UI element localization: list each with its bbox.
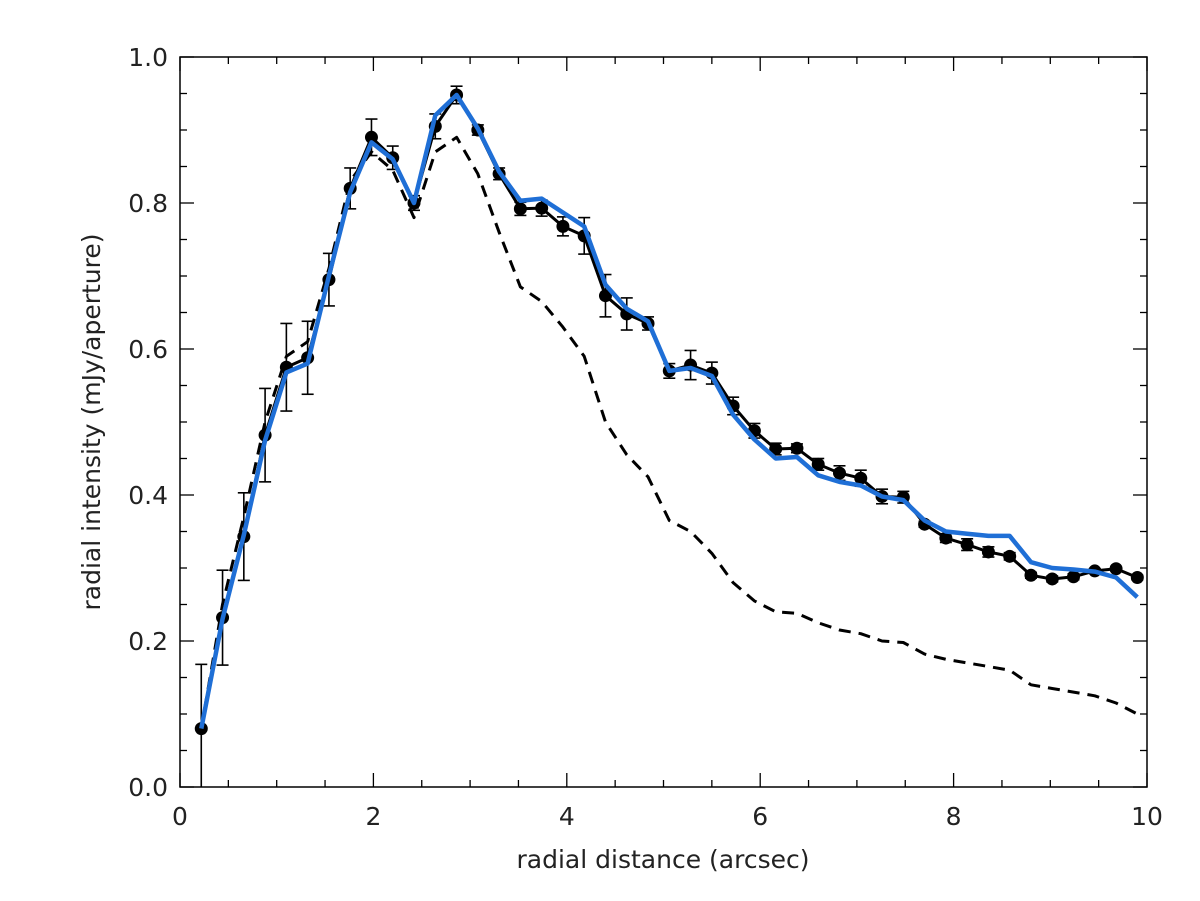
observed-data-point bbox=[364, 130, 378, 144]
y-tick-label: 0.8 bbox=[128, 189, 168, 218]
y-tick-label: 0.4 bbox=[128, 481, 168, 510]
observed-series-line bbox=[199, 93, 1138, 729]
x-tick-label: 4 bbox=[559, 802, 575, 831]
observed-data-point bbox=[1109, 562, 1123, 576]
observed-data-point bbox=[981, 545, 995, 559]
observed-data-point bbox=[194, 722, 208, 736]
observed-data-point bbox=[854, 471, 868, 485]
observed-data-point bbox=[769, 442, 783, 456]
model-series-layer bbox=[199, 92, 1139, 730]
y-axis-label: radial intensity (mJy/aperture) bbox=[77, 233, 106, 610]
observed-data-point bbox=[811, 457, 825, 471]
y-tick-label: 0.6 bbox=[128, 335, 168, 364]
observed-data-point bbox=[1003, 549, 1017, 563]
observed-data-point bbox=[556, 219, 570, 233]
observed-data-point bbox=[1130, 570, 1144, 584]
y-tick-label: 1.0 bbox=[128, 43, 168, 72]
y-tick-label: 0.0 bbox=[128, 773, 168, 802]
tick-layer bbox=[179, 56, 1148, 788]
model-series-line bbox=[199, 92, 1139, 730]
tick-label-layer: 0 2 4 6 8 10 0.0 0.2 0.4 0.6 0.8 1.0 bbox=[128, 43, 1163, 831]
observed-data-point bbox=[598, 289, 612, 303]
x-tick-label: 10 bbox=[1131, 802, 1163, 831]
x-tick-label: 2 bbox=[365, 802, 381, 831]
y-tick-label: 0.2 bbox=[128, 627, 168, 656]
observed-data-point bbox=[1024, 568, 1038, 582]
observed-data-point bbox=[832, 466, 846, 480]
observed-data-point bbox=[513, 202, 527, 216]
x-axis-label: radial distance (arcsec) bbox=[517, 845, 810, 874]
observed-data-point bbox=[960, 538, 974, 552]
observed-data-point bbox=[1067, 570, 1081, 584]
x-tick-label: 8 bbox=[946, 802, 962, 831]
observed-data-point bbox=[535, 201, 549, 215]
x-tick-label: 0 bbox=[172, 802, 188, 831]
observed-data-point bbox=[1045, 572, 1059, 586]
plot-frame bbox=[179, 56, 1148, 788]
x-tick-label: 6 bbox=[752, 802, 768, 831]
observed-data-point bbox=[790, 441, 804, 455]
observed-series-layer bbox=[194, 85, 1144, 787]
observed-data-point bbox=[939, 531, 953, 545]
